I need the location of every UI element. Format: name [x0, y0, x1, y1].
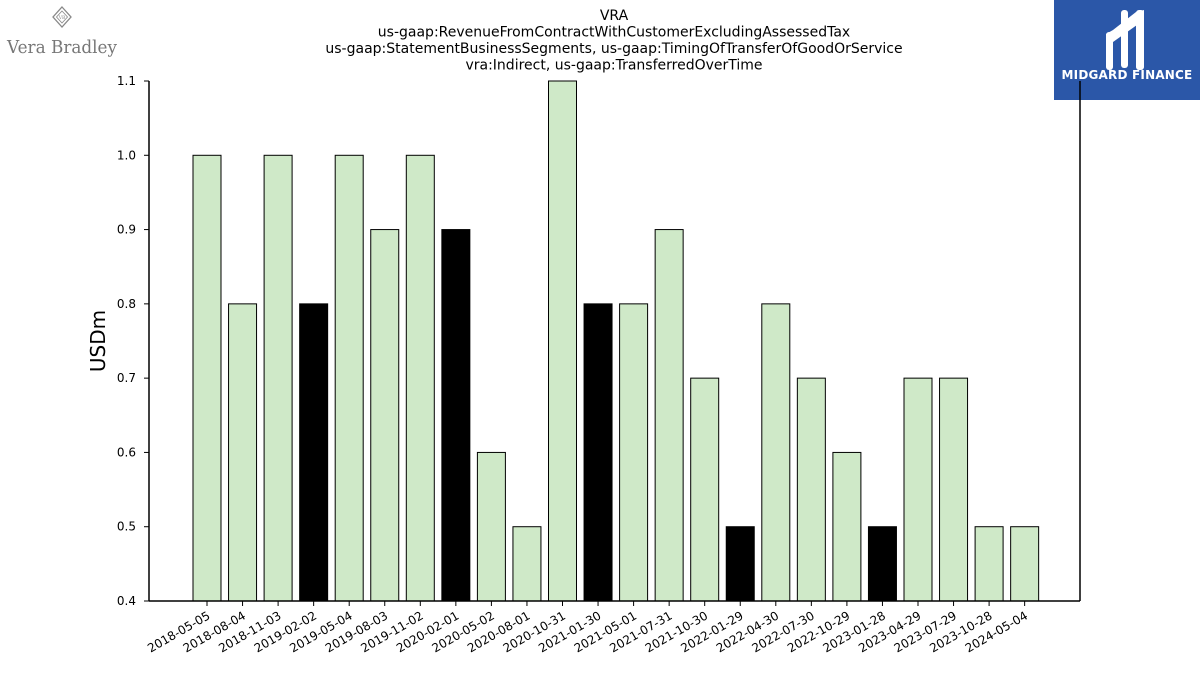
- y-tick-label: 0.6: [117, 445, 136, 459]
- midgard-finance-logo: MIDGARD FINANCE: [1054, 0, 1200, 100]
- bar: [619, 303, 649, 602]
- bar: [583, 303, 613, 602]
- vb-monogram: VB: [58, 15, 66, 21]
- vera-bradley-logo: VB Vera Bradley: [4, 4, 122, 62]
- bar: [654, 229, 684, 602]
- bar: [903, 377, 933, 602]
- chart-title-line: VRA: [600, 8, 629, 24]
- bar: [512, 526, 542, 602]
- bar: [228, 303, 258, 602]
- chart-title-line: us-gaap:StatementBusinessSegments, us-ga…: [325, 41, 902, 57]
- bars: [192, 80, 1040, 602]
- bar: [405, 154, 435, 602]
- y-tick-label: 1.1: [117, 74, 136, 88]
- bar: [867, 526, 897, 602]
- bar: [334, 154, 364, 602]
- axes: [148, 81, 1081, 602]
- bar: [476, 451, 506, 602]
- x-axis-ticks: 2018-05-052018-08-042018-11-032019-02-02…: [145, 601, 1030, 655]
- y-tick-label: 0.7: [117, 371, 136, 385]
- bar: [725, 526, 755, 602]
- vera-bradley-wordmark: Vera Bradley: [6, 37, 118, 58]
- bar: [299, 303, 329, 602]
- y-tick-label: 0.5: [117, 520, 136, 534]
- y-tick-label: 0.4: [117, 594, 136, 608]
- bar: [548, 80, 577, 602]
- midgard-finance-icon: [1106, 10, 1144, 70]
- bar: [690, 377, 720, 602]
- y-tick-label: 0.9: [117, 223, 136, 237]
- bar: [192, 154, 222, 602]
- bar: [263, 154, 293, 602]
- bar: [974, 526, 1004, 602]
- midgard-finance-wordmark: MIDGARD FINANCE: [1061, 68, 1193, 82]
- bar: [832, 451, 862, 602]
- bar: [796, 377, 826, 602]
- y-axis-label: USDm: [86, 310, 110, 372]
- vb-diamond-icon: [52, 6, 72, 28]
- y-tick-label: 1.0: [117, 148, 136, 162]
- chart-title: VRAus-gaap:RevenueFromContractWithCustom…: [325, 8, 902, 74]
- bar: [1010, 526, 1040, 602]
- y-tick-label: 0.8: [117, 297, 136, 311]
- bar: [761, 303, 791, 602]
- bar: [441, 229, 471, 602]
- chart-title-line: us-gaap:RevenueFromContractWithCustomerE…: [378, 25, 850, 41]
- bar: [370, 229, 400, 602]
- bar: [939, 377, 969, 602]
- y-axis-ticks: 0.4 0.5 0.6 0.7 0.8 0.9 1.0 1.1: [117, 74, 149, 608]
- chart-title-line: vra:Indirect, us-gaap:TransferredOverTim…: [465, 58, 762, 74]
